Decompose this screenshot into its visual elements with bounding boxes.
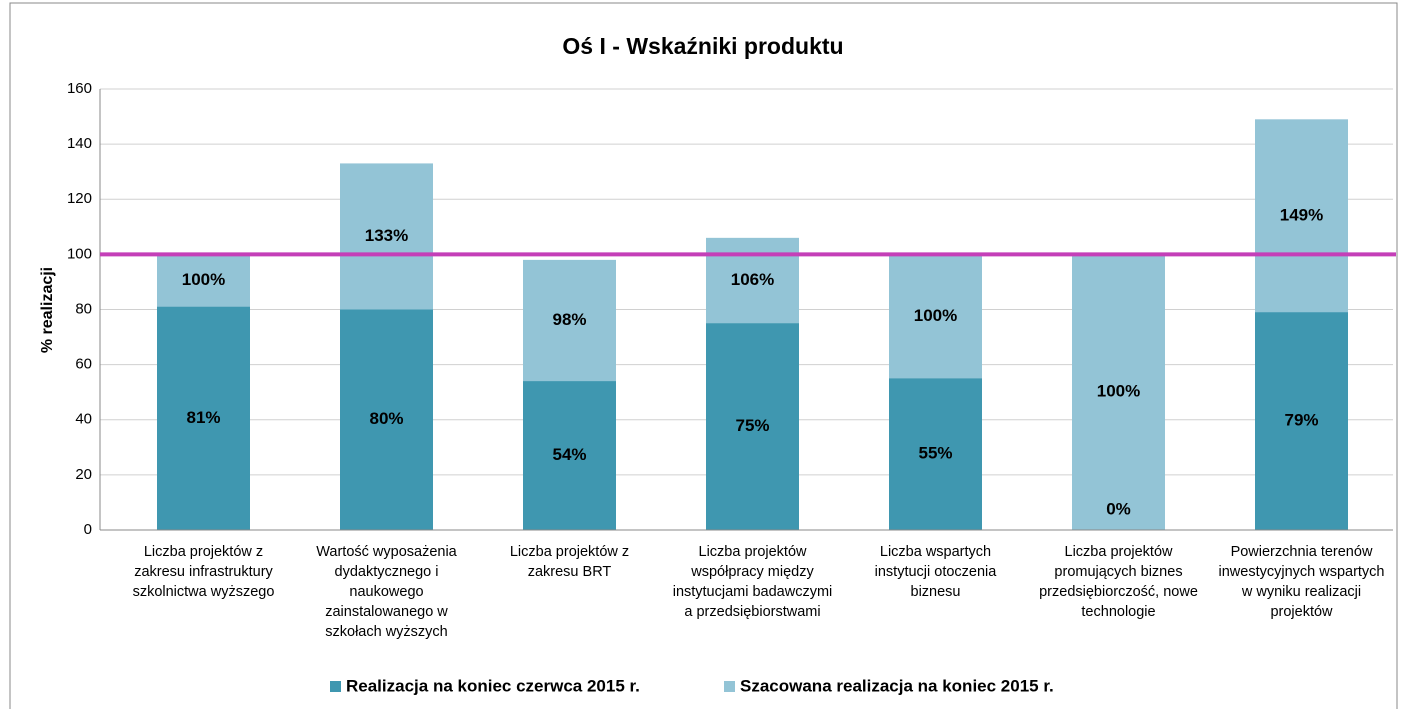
y-tick-label: 120 xyxy=(67,190,92,207)
legend-label: Realizacja na koniec czerwca 2015 r. xyxy=(346,676,640,695)
bar xyxy=(340,309,433,530)
legend-swatch xyxy=(724,681,735,692)
data-label: 100% xyxy=(182,270,225,289)
legend-swatch xyxy=(330,681,341,692)
bar xyxy=(157,306,250,530)
data-label: 55% xyxy=(918,444,952,463)
data-label: 100% xyxy=(1097,382,1140,401)
data-label: 54% xyxy=(552,445,586,464)
data-label: 75% xyxy=(735,416,769,435)
y-tick-label: 60 xyxy=(75,356,92,373)
data-label: 100% xyxy=(914,306,957,325)
y-tick-label: 20 xyxy=(75,466,92,483)
y-axis-label: % realizacji xyxy=(39,267,56,353)
x-tick-label: Liczba projektów współpracy między insty… xyxy=(672,544,833,620)
x-tick-label: Liczba wspartych instytucji otoczenia bi… xyxy=(874,544,997,600)
data-label: 81% xyxy=(186,408,220,427)
y-tick-label: 80 xyxy=(75,300,92,317)
y-tick-label: 140 xyxy=(67,135,92,152)
y-tick-label: 100 xyxy=(67,245,92,262)
data-label: 149% xyxy=(1280,205,1323,224)
data-label: 106% xyxy=(731,270,774,289)
data-label: 133% xyxy=(365,226,408,245)
data-label: 79% xyxy=(1284,411,1318,430)
bar xyxy=(1072,254,1165,530)
bar xyxy=(706,323,799,530)
y-tick-label: 160 xyxy=(67,80,92,97)
data-label: 80% xyxy=(369,409,403,428)
y-tick-label: 0 xyxy=(84,521,92,538)
legend-label: Szacowana realizacja na koniec 2015 r. xyxy=(740,676,1054,695)
bar xyxy=(523,381,616,530)
x-tick-label: Liczba projektów z zakresu infrastruktur… xyxy=(132,544,275,600)
x-tick-label: Liczba projektów promujących biznes prze… xyxy=(1039,544,1198,620)
data-label: 0% xyxy=(1106,499,1131,518)
x-tick-label: Liczba projektów z zakresu BRT xyxy=(509,544,630,580)
x-tick-label: Powierzchnia terenów inwestycyjnych wspa… xyxy=(1218,544,1385,620)
bar xyxy=(889,378,982,530)
y-tick-label: 40 xyxy=(75,411,92,428)
data-label: 98% xyxy=(552,310,586,329)
x-tick-label: Wartość wyposażenia dydaktycznego i nauk… xyxy=(316,544,457,640)
chart-title: Oś I - Wskaźniki produktu xyxy=(562,33,843,59)
bar xyxy=(1255,312,1348,530)
frame xyxy=(9,2,1398,709)
